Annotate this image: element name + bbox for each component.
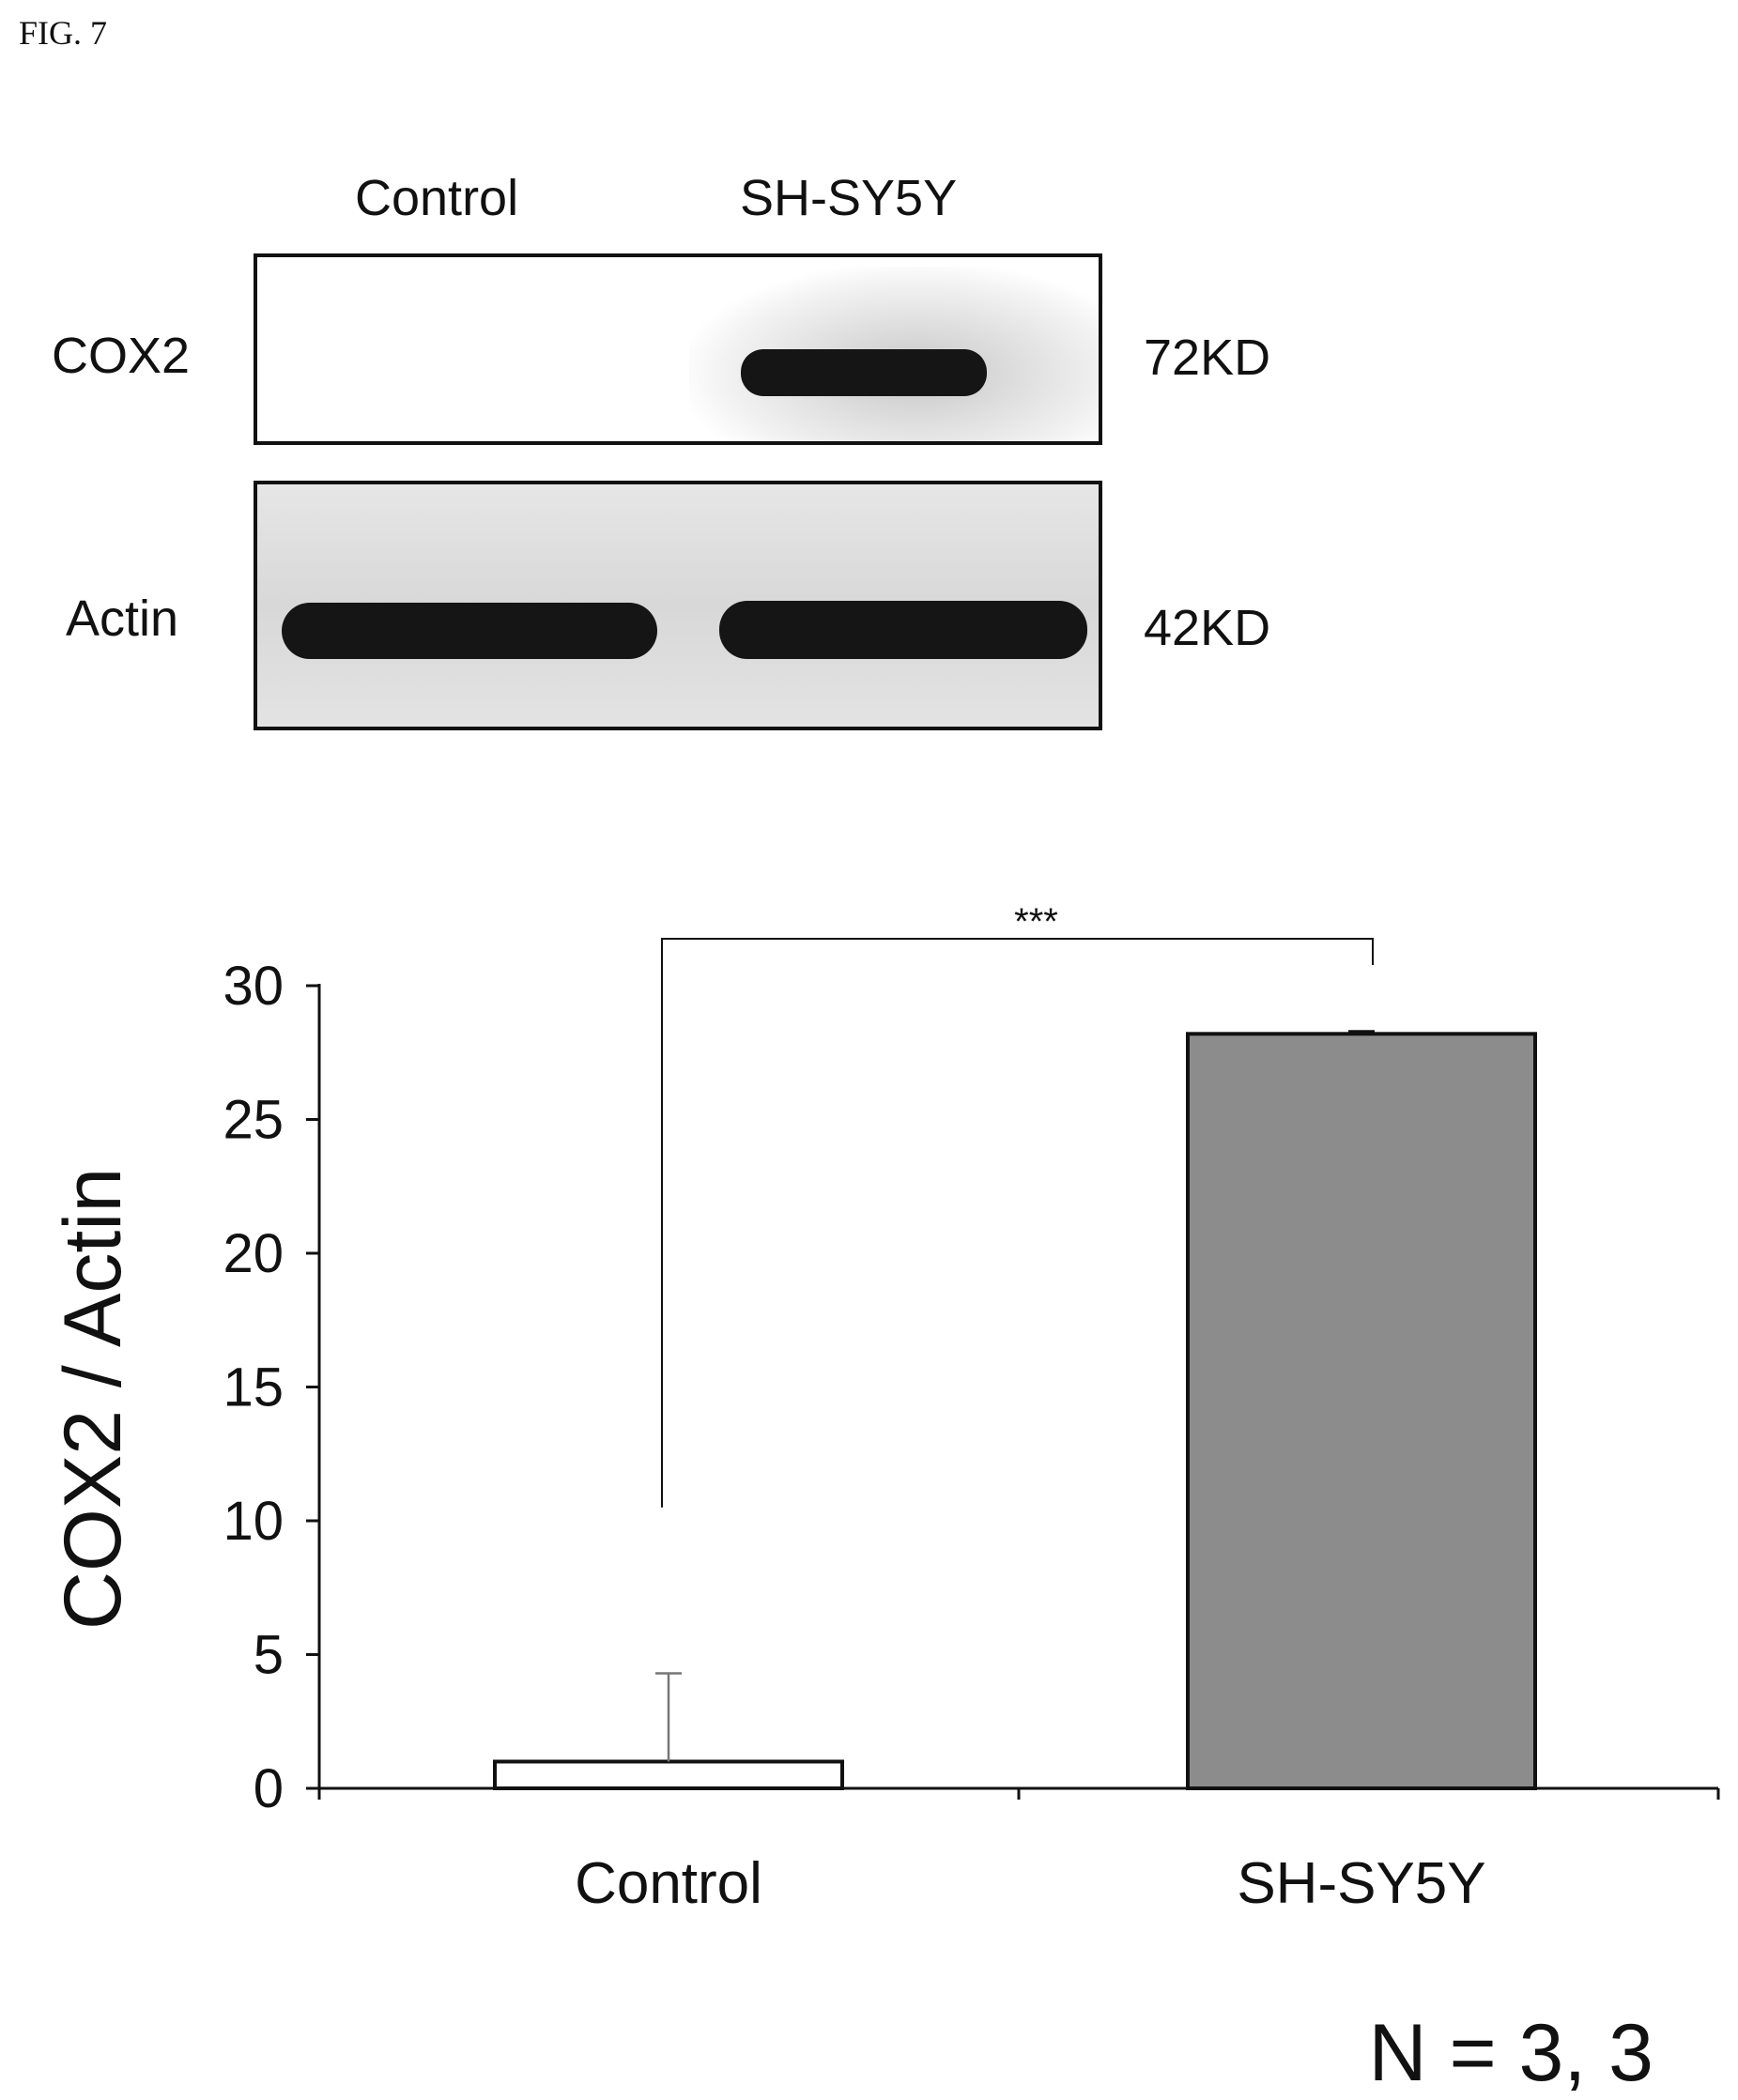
y-tick-label: 0 <box>254 1758 284 1819</box>
y-tick-label: 30 <box>223 956 284 1017</box>
significance-bracket: *** <box>661 901 1374 1508</box>
y-axis: 0 5 10 15 20 25 30 <box>223 956 321 1819</box>
blot-row-label-actin: Actin <box>66 590 179 647</box>
blot-size-label-cox2: 72KD <box>1144 330 1271 386</box>
y-tick-label: 25 <box>223 1090 284 1151</box>
significance-line <box>661 938 1374 1508</box>
y-tick-label: 10 <box>223 1491 284 1552</box>
x-axis: Control SH-SY5Y <box>317 1786 1720 1916</box>
blot-frame-actin <box>254 481 1102 730</box>
y-tick-label: 20 <box>223 1223 284 1284</box>
blot-frame-cox2 <box>254 253 1102 445</box>
bar-control <box>493 1759 844 1790</box>
figure-label: FIG. 7 <box>19 14 108 52</box>
blot-lane-label-control: Control <box>355 170 519 226</box>
sample-size-label: N = 3, 3 <box>1368 2008 1653 2098</box>
y-tick-label: 5 <box>254 1625 284 1686</box>
blot-band-cox2-shsy5y <box>741 349 987 396</box>
x-category-label: SH-SY5Y <box>1237 1851 1485 1916</box>
blot-band-actin-control <box>282 603 657 659</box>
bar-sh-sy5y <box>1186 1032 1537 1791</box>
y-axis-title: COX2 / Actin <box>48 1168 138 1630</box>
blot-row-label-cox2: COX2 <box>52 328 191 384</box>
x-category-label: Control <box>575 1851 762 1916</box>
bars <box>493 1030 1537 1791</box>
bar-chart: 0 5 10 15 20 25 30 Control SH-SY5Y *** COX2 / A… <box>48 901 1720 1916</box>
blot-lane-label-shsy5y: SH-SY5Y <box>740 170 958 226</box>
blot-size-label-actin: 42KD <box>1144 600 1271 656</box>
blot-band-actin-shsy5y <box>719 601 1087 659</box>
y-tick-label: 15 <box>223 1357 284 1418</box>
significance-stars: *** <box>1014 901 1058 943</box>
